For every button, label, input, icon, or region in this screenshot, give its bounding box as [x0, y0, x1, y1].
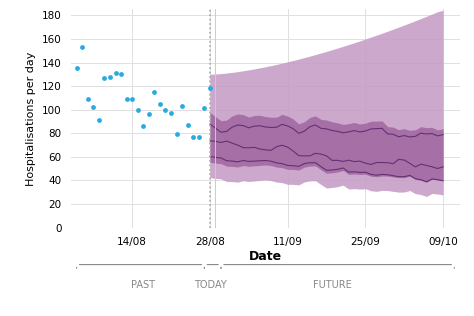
- X-axis label: Date: Date: [249, 250, 282, 263]
- Point: [178, 104, 186, 109]
- Point: [128, 96, 136, 101]
- Point: [195, 134, 202, 139]
- Point: [167, 111, 175, 116]
- Point: [106, 74, 114, 79]
- Point: [173, 132, 181, 137]
- Point: [156, 101, 164, 106]
- Text: TODAY: TODAY: [193, 280, 226, 290]
- Point: [73, 66, 81, 71]
- Point: [90, 105, 97, 110]
- Point: [190, 134, 197, 139]
- Point: [95, 118, 103, 123]
- Point: [145, 112, 153, 117]
- Text: FUTURE: FUTURE: [313, 280, 351, 290]
- Y-axis label: Hospitalisations per day: Hospitalisations per day: [26, 51, 36, 186]
- Point: [84, 96, 91, 101]
- Point: [123, 96, 130, 101]
- Point: [201, 106, 208, 111]
- Point: [151, 89, 158, 94]
- Point: [134, 107, 142, 112]
- Point: [139, 124, 147, 129]
- Point: [112, 70, 119, 76]
- Text: PAST: PAST: [131, 280, 155, 290]
- Point: [100, 75, 108, 80]
- Point: [78, 45, 86, 50]
- Point: [162, 107, 169, 112]
- Point: [206, 86, 214, 91]
- Point: [117, 72, 125, 77]
- Point: [184, 123, 191, 128]
